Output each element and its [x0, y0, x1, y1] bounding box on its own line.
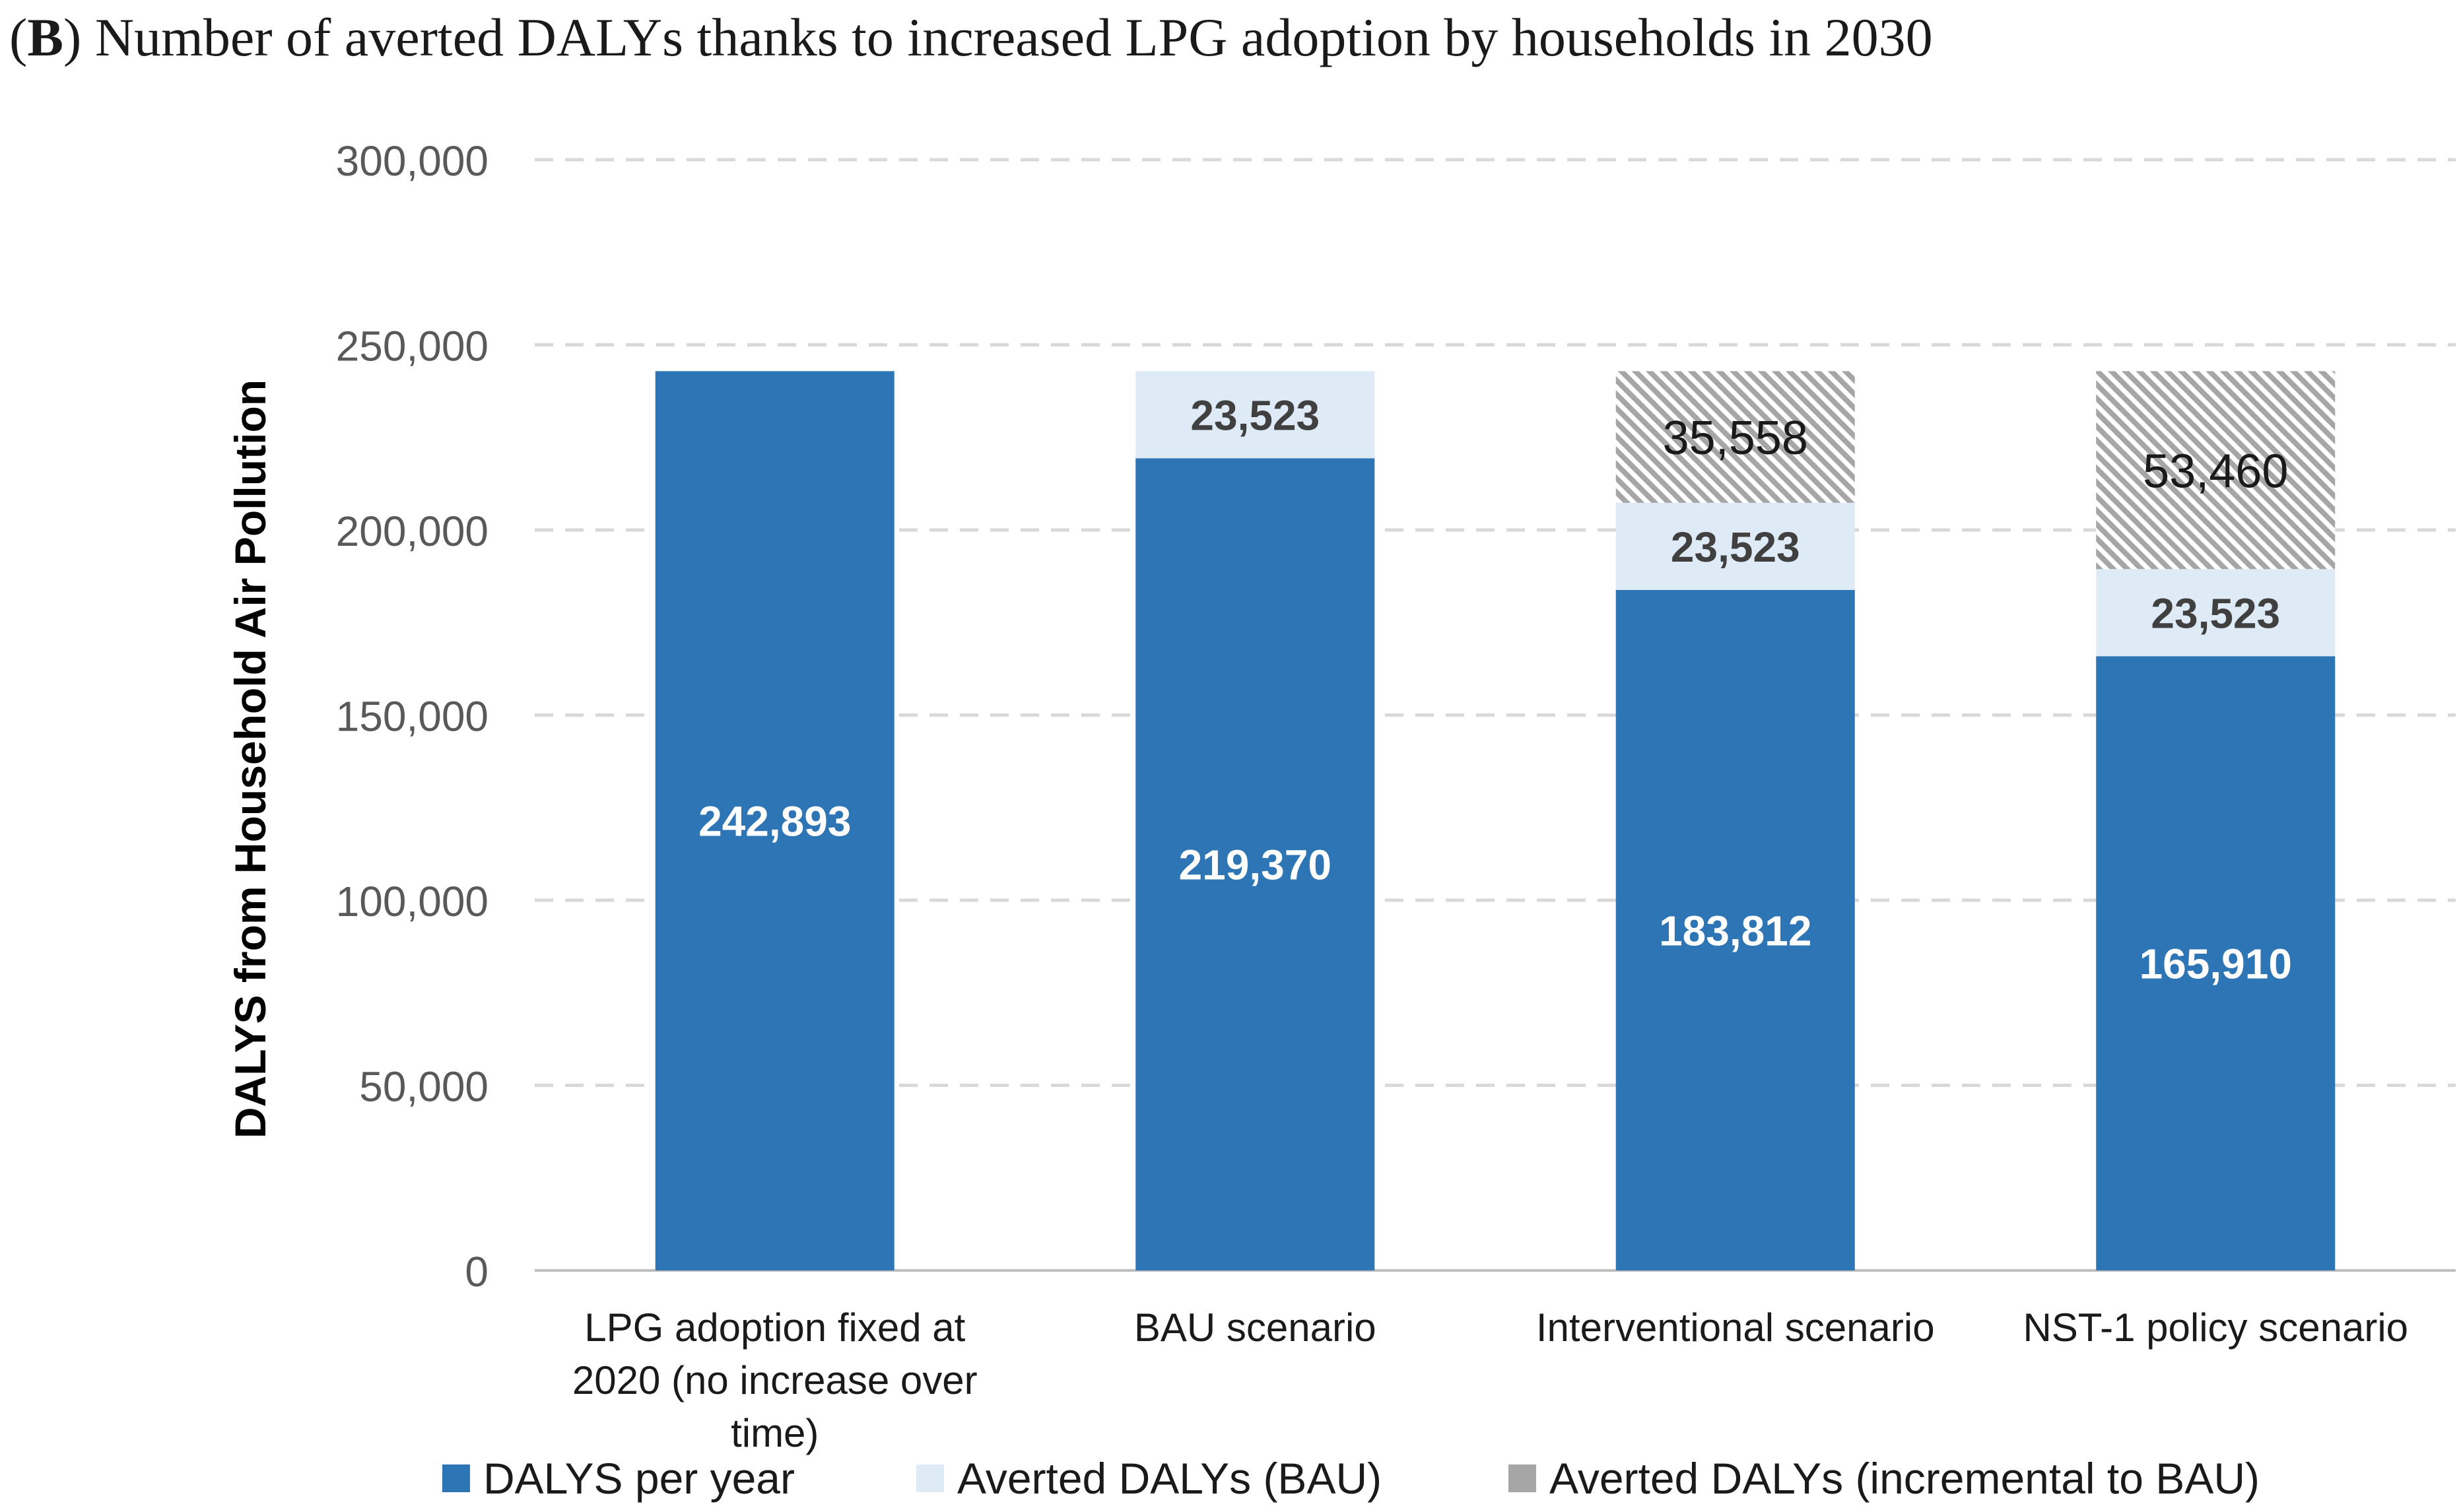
data-label: 183,812 — [1659, 907, 1811, 954]
y-axis-label: DALYS from Household Air Pollution — [226, 379, 275, 1138]
legend-swatch — [442, 1464, 470, 1492]
x-axis-labels: LPG adoption fixed at 2020 (no increase o… — [572, 1305, 2408, 1455]
legend: DALYS per year Averted DALYs (BAU) Avert… — [0, 1445, 2461, 1511]
bar-segment — [1615, 371, 1855, 503]
bars: 242,893 219,370 23,523 183,812 23,523 35,558 1… — [655, 371, 2336, 1271]
x-tick-label: NST-1 policy scenario — [2023, 1305, 2408, 1350]
y-tick-label: 150,000 — [336, 693, 489, 740]
x-tick-label: time) — [731, 1411, 819, 1455]
legend-item-averted-bau: Averted DALYs (BAU) — [916, 1445, 1382, 1511]
data-label: 219,370 — [1179, 841, 1332, 889]
legend-label: Averted DALYs (incremental to BAU) — [1549, 1454, 2260, 1503]
data-label: 23,523 — [1671, 523, 1800, 571]
x-tick-label: Interventional scenario — [1536, 1305, 1935, 1350]
bar-segment — [2096, 371, 2336, 570]
data-label: 23,523 — [1190, 391, 1320, 439]
bar-segment — [1615, 502, 1855, 590]
y-tick-label: 0 — [465, 1248, 489, 1296]
bar-segment — [2096, 569, 2336, 657]
y-tick-label: 50,000 — [359, 1063, 489, 1111]
y-tick-label: 100,000 — [336, 878, 489, 925]
legend-item-averted-incremental: Averted DALYs (incremental to BAU) — [1508, 1445, 2260, 1511]
y-tick-label: 300,000 — [336, 137, 489, 185]
data-label: 35,558 — [1663, 412, 1808, 465]
data-label: 242,893 — [698, 798, 851, 845]
y-tick-label: 250,000 — [336, 323, 489, 370]
data-label: 165,910 — [2140, 940, 2292, 988]
chart-title: (B) Number of averted DALYs thanks to in… — [9, 7, 1933, 67]
bar-segment — [1615, 589, 1855, 1270]
legend-label: Averted DALYs (BAU) — [957, 1454, 1382, 1503]
y-tick-label: 200,000 — [336, 508, 489, 555]
x-tick-label: BAU scenario — [1134, 1305, 1376, 1350]
bar-segment — [1135, 458, 1375, 1271]
data-label: 53,460 — [2143, 445, 2288, 498]
bar-segment — [2096, 656, 2336, 1270]
x-tick-label: 2020 (no increase over — [572, 1358, 978, 1402]
panel-letter: B — [27, 7, 64, 67]
chart-title-text: Number of averted DALYs thanks to increa… — [94, 7, 1933, 67]
legend-item-dalys-per-year: DALYS per year — [442, 1445, 795, 1511]
data-label: 23,523 — [2151, 589, 2280, 637]
legend-swatch — [1508, 1464, 1536, 1492]
bar-segment — [1135, 371, 1375, 459]
legend-label: DALYS per year — [483, 1454, 795, 1503]
x-tick-label: LPG adoption fixed at — [584, 1305, 965, 1350]
y-axis-ticks: 0 50,000 100,000 150,000 200,000 250,000 300,0… — [336, 137, 489, 1296]
legend-swatch — [916, 1464, 944, 1492]
bar-segment — [655, 371, 894, 1270]
